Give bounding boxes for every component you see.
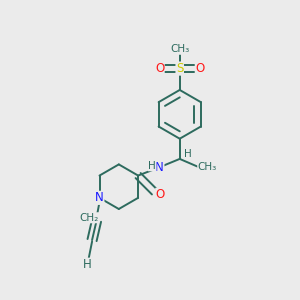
Text: H: H — [82, 258, 91, 271]
Text: O: O — [156, 188, 165, 201]
Text: H: H — [148, 161, 156, 171]
Text: CH₃: CH₃ — [170, 44, 189, 54]
Text: H: H — [184, 148, 192, 159]
Text: CH₂: CH₂ — [80, 213, 99, 223]
Text: N: N — [95, 191, 104, 204]
Text: O: O — [195, 62, 205, 75]
Text: S: S — [176, 62, 183, 75]
Text: O: O — [155, 62, 164, 75]
Text: N: N — [155, 161, 164, 174]
Text: CH₃: CH₃ — [198, 162, 217, 172]
